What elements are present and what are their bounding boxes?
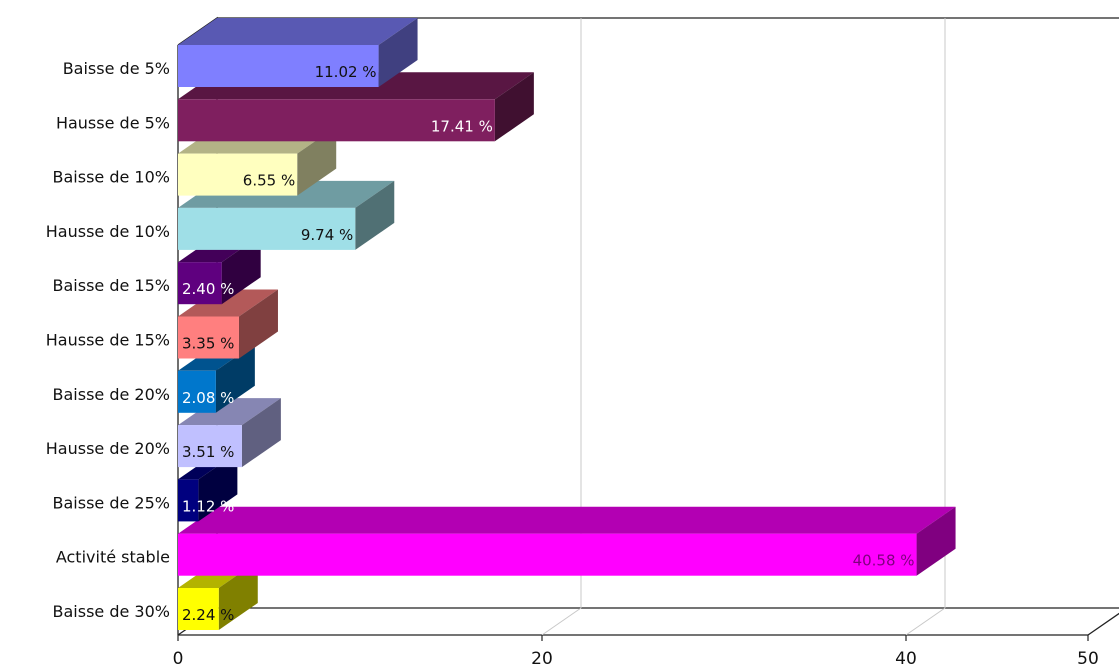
- bar-front-face: [178, 533, 917, 576]
- bar-side-face: [916, 506, 956, 576]
- bar-value-label: 9.74 %: [301, 226, 353, 244]
- bar-front-face: [178, 316, 239, 359]
- category-label: Hausse de 20%: [46, 439, 170, 458]
- bar-front-face: [178, 588, 219, 630]
- category-label: Baisse de 20%: [53, 385, 170, 404]
- bar-value-label: 17.41 %: [431, 117, 493, 135]
- bar: 11.02 %: [178, 18, 418, 87]
- bar-side-face: [218, 561, 258, 630]
- bar-top-face: [178, 289, 278, 317]
- bar-value-label: 2.40 %: [182, 280, 234, 298]
- category-label: Hausse de 5%: [56, 113, 170, 132]
- bar-value-label: 2.24 %: [182, 606, 234, 624]
- x-axis-ticks: 0 20 40 50: [173, 635, 1099, 669]
- bar-top-face: [178, 18, 418, 45]
- grid-line-floor: [905, 607, 946, 636]
- bar-side-face: [494, 72, 534, 142]
- bar-value-label: 6.55 %: [243, 172, 295, 190]
- bar-value-label: 11.02 %: [315, 63, 377, 81]
- bar-side-face: [198, 452, 238, 522]
- category-label: Hausse de 15%: [46, 331, 170, 350]
- category-label: Baisse de 5%: [63, 59, 170, 78]
- bar-front-face: [178, 425, 242, 468]
- bar-side-face: [215, 343, 255, 413]
- bar-top-face: [178, 398, 281, 426]
- bar-side-face: [378, 18, 418, 87]
- floor-edge: [178, 607, 1119, 636]
- x-tick-label: 40: [895, 649, 917, 669]
- category-label: Baisse de 10%: [53, 168, 170, 187]
- bar-value-label: 3.51 %: [182, 443, 234, 461]
- bar-value-label: 1.12 %: [182, 497, 234, 515]
- bar: 40.58 %: [178, 506, 956, 576]
- bar-side-face: [221, 235, 261, 305]
- x-tick-label: 20: [531, 649, 553, 669]
- bar-front-face: [178, 479, 199, 522]
- bar-front-face: [178, 45, 379, 87]
- grid-line-floor: [541, 607, 582, 636]
- x-tick-label: 50: [1077, 649, 1099, 669]
- bar-side-face: [241, 398, 281, 468]
- bar-front-face: [178, 153, 298, 196]
- bar-front-face: [178, 370, 216, 413]
- bar: 3.35 %: [178, 289, 278, 359]
- bar-side-face: [355, 180, 395, 250]
- category-labels: Baisse de 5% Hausse de 5% Baisse de 10% Hau…: [46, 59, 170, 621]
- bar-value-label: 40.58 %: [853, 552, 915, 570]
- category-label: Activité stable: [56, 548, 170, 567]
- bar-top-face: [178, 506, 956, 534]
- bar-side-face: [238, 289, 278, 359]
- bar-front-face: [178, 99, 495, 142]
- x-tick-label: 0: [173, 649, 184, 669]
- bar: 3.51 %: [178, 398, 281, 468]
- bar-value-label: 2.08 %: [182, 389, 234, 407]
- category-label: Baisse de 15%: [53, 276, 170, 295]
- bars: 2.24 % 40.58 % 1.12 % 3.51 % 2.08 % 3.35 % 2.4…: [178, 18, 956, 630]
- category-label: Baisse de 30%: [53, 602, 170, 621]
- category-label: Baisse de 25%: [53, 493, 170, 512]
- bar: 17.41 %: [178, 72, 534, 142]
- bar-side-face: [297, 126, 337, 196]
- category-label: Hausse de 10%: [46, 222, 170, 241]
- bar-value-label: 3.35 %: [182, 335, 234, 353]
- bar-front-face: [178, 262, 222, 305]
- bar-front-face: [178, 207, 356, 250]
